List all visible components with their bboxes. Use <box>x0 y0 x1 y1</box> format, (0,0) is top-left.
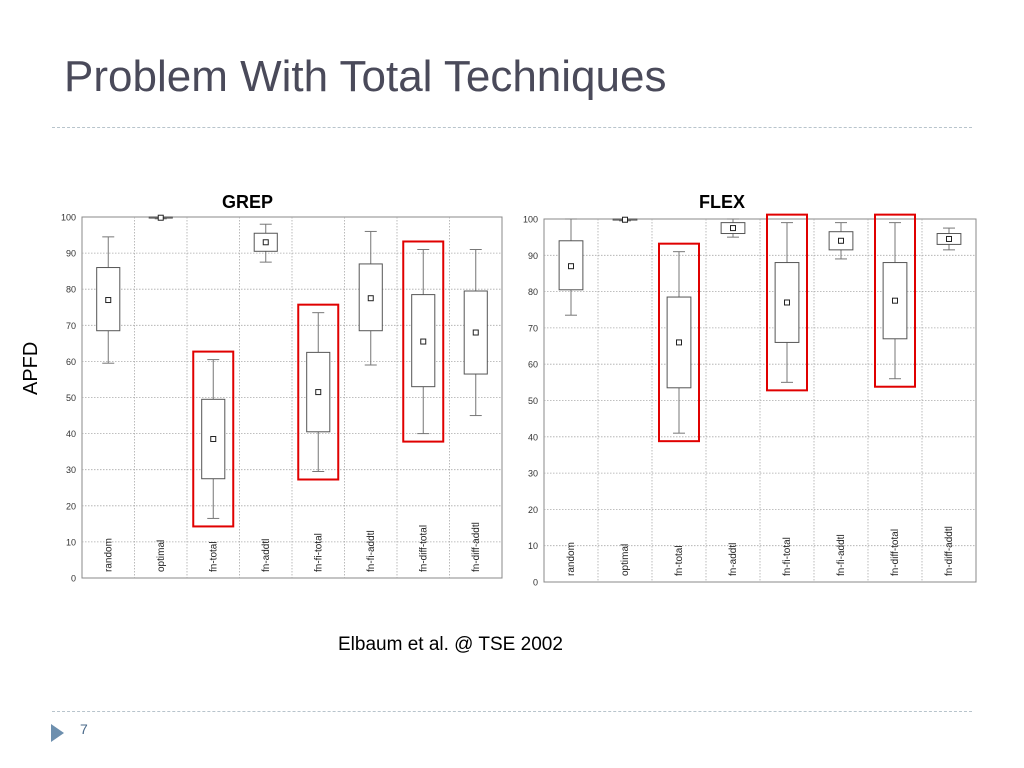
median-marker <box>730 225 736 232</box>
x-tick-label: fn-fi-total <box>313 533 324 572</box>
x-tick-label: fn-total <box>208 541 219 572</box>
x-tick-label: fn-addtl <box>728 543 739 576</box>
y-tick-label: 50 <box>66 393 76 403</box>
y-tick-label: 30 <box>66 465 76 475</box>
x-tick-label: fn-diff-addtl <box>471 522 482 572</box>
y-tick-label: 0 <box>533 578 538 588</box>
y-tick-label: 60 <box>528 360 538 370</box>
median-marker <box>892 297 898 304</box>
highlight-fn-fi-total <box>297 303 340 481</box>
y-tick-label: 80 <box>66 285 76 295</box>
x-tick-label: fn-fi-addtl <box>366 530 377 572</box>
bottom-divider <box>52 711 972 712</box>
y-tick-label: 10 <box>66 537 76 547</box>
median-marker <box>946 235 952 242</box>
y-tick-label: 90 <box>528 251 538 261</box>
y-tick-label: 10 <box>528 541 538 551</box>
median-marker <box>420 338 427 345</box>
y-tick-label: 80 <box>528 287 538 297</box>
x-tick-label: random <box>566 542 577 576</box>
y-tick-label: 40 <box>66 429 76 439</box>
x-tick-label: optimal <box>156 540 167 572</box>
citation: Elbaum et al. @ TSE 2002 <box>338 634 563 655</box>
page-number: 7 <box>80 721 88 737</box>
y-axis-label: APFD <box>20 341 42 395</box>
median-marker <box>472 329 479 336</box>
highlight-fn-fi-total <box>766 213 808 392</box>
median-marker <box>315 389 322 396</box>
median-marker <box>210 436 217 443</box>
median-marker <box>157 214 164 221</box>
x-tick-label: fn-diff-total <box>890 529 901 576</box>
x-tick-label: fn-total <box>674 545 685 576</box>
highlight-fn-diff-total <box>874 213 916 388</box>
y-tick-label: 100 <box>523 215 538 225</box>
x-tick-label: fn-fi-addtl <box>836 534 847 576</box>
x-tick-label: fn-diff-total <box>418 525 429 572</box>
highlight-fn-total <box>658 242 700 443</box>
y-tick-label: 70 <box>528 323 538 333</box>
median-marker <box>784 299 790 306</box>
y-tick-label: 20 <box>528 505 538 515</box>
y-tick-label: 50 <box>528 396 538 406</box>
x-tick-label: random <box>103 538 114 572</box>
y-tick-label: 30 <box>528 469 538 479</box>
y-tick-label: 40 <box>528 432 538 442</box>
y-tick-label: 100 <box>61 213 76 223</box>
slide-bullet-icon <box>51 724 64 742</box>
x-tick-label: fn-diff-addtl <box>944 526 955 576</box>
median-marker <box>105 297 112 304</box>
y-tick-label: 70 <box>66 321 76 331</box>
median-marker <box>838 237 844 244</box>
median-marker <box>568 263 574 270</box>
y-tick-label: 0 <box>71 574 76 584</box>
chart-title-grep: GREP <box>222 192 274 212</box>
slide-title: Problem With Total Techniques <box>64 52 667 101</box>
median-marker <box>676 339 682 346</box>
y-tick-label: 20 <box>66 501 76 511</box>
x-tick-label: optimal <box>620 544 631 576</box>
highlight-fn-diff-total <box>402 240 445 443</box>
median-marker <box>622 216 628 223</box>
y-tick-label: 60 <box>66 357 76 367</box>
x-tick-label: fn-fi-total <box>782 537 793 576</box>
median-marker <box>367 295 374 302</box>
y-tick-label: 90 <box>66 249 76 259</box>
chart-title-flex: FLEX <box>699 192 746 212</box>
top-divider <box>52 127 972 128</box>
x-tick-label: fn-addtl <box>261 539 272 572</box>
median-marker <box>262 239 269 246</box>
highlight-fn-total <box>192 350 235 528</box>
